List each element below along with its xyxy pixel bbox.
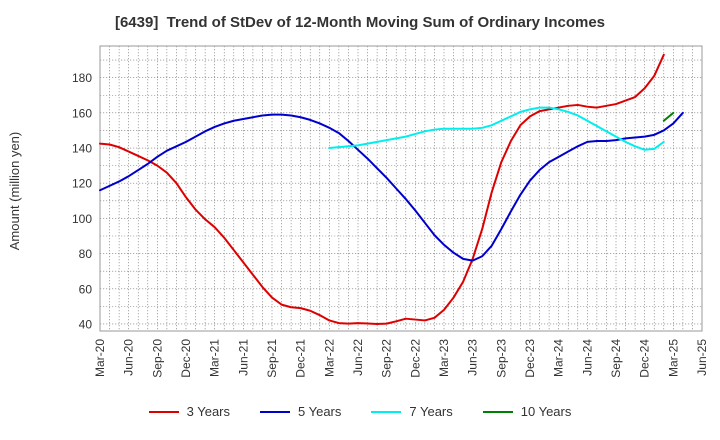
x-tick-label: Mar-25: [666, 339, 680, 377]
legend-label-10-years: 10 Years: [520, 404, 572, 419]
legend-item-3-years: 3 Years: [148, 404, 230, 419]
legend-label-3-years: 3 Years: [186, 404, 230, 419]
legend-swatch-5-years: [260, 410, 290, 413]
legend-swatch-10-years: [482, 410, 513, 413]
axes: 40 60 80 100 120 140 160 180 Mar-20 Jun-20 Sep-20 D…: [72, 45, 709, 378]
series-line-10-years: [662, 111, 675, 122]
x-tick-label: Dec-23: [523, 339, 537, 378]
x-tick-label: Jun-23: [466, 339, 480, 376]
x-tick-label: Sep-24: [609, 339, 623, 378]
legend-label-7-years: 7 Years: [409, 404, 453, 419]
plot-frame: [99, 45, 703, 332]
x-tick-label: Jun-20: [122, 339, 136, 376]
legend-label-5-years: 5 Years: [298, 404, 342, 419]
chart-title: [6439] Trend of StDev of 12-Month Moving…: [114, 14, 606, 31]
legend-swatch-7-years: [371, 410, 402, 413]
y-tick-label: 160: [72, 106, 92, 120]
series-lines: [99, 53, 684, 325]
x-tick-label: Mar-24: [552, 339, 566, 377]
x-tick-label: Dec-21: [294, 339, 308, 378]
series-line-3-years: [99, 53, 665, 325]
series-line-7-years: [328, 106, 665, 151]
y-axis-label: Amount (million yen): [7, 132, 22, 251]
legend-item-5-years: 5 Years: [260, 404, 341, 419]
x-tick-label: Jun-24: [580, 339, 594, 376]
x-tick-label: Dec-22: [408, 339, 422, 378]
chart-legend: 3 Years 5 Years 7 Years 10 Years: [0, 404, 720, 419]
legend-item-10-years: 10 Years: [482, 404, 572, 419]
x-tick-label: Mar-23: [437, 339, 451, 377]
x-tick-label: Sep-21: [265, 339, 279, 378]
y-tick-label: 120: [72, 177, 92, 191]
y-tick-label: 100: [72, 212, 92, 226]
x-tick-label: Sep-22: [380, 339, 394, 378]
x-tick-label: Mar-20: [93, 339, 107, 377]
series-line-5-years: [99, 111, 684, 262]
legend-swatch-3-years: [148, 410, 179, 413]
x-tick-label: Jun-21: [236, 339, 250, 376]
x-tick-label: Dec-24: [638, 339, 652, 378]
y-tick-label: 180: [72, 71, 92, 85]
gridlines: [99, 46, 703, 331]
x-tick-label: Sep-20: [150, 339, 164, 378]
x-tick-label: Sep-23: [494, 339, 508, 378]
y-tick-label: 60: [79, 282, 93, 296]
y-tick-label: 140: [72, 142, 92, 156]
y-tick-label: 80: [79, 247, 93, 261]
x-tick-label: Mar-22: [322, 339, 336, 377]
x-tick-label: Jun-25: [695, 339, 709, 376]
x-tick-label: Jun-22: [351, 339, 365, 376]
x-tick-label: Dec-20: [179, 339, 193, 378]
legend-item-7-years: 7 Years: [371, 404, 453, 419]
y-tick-label: 40: [79, 317, 93, 331]
x-tick-label: Mar-21: [208, 339, 222, 377]
